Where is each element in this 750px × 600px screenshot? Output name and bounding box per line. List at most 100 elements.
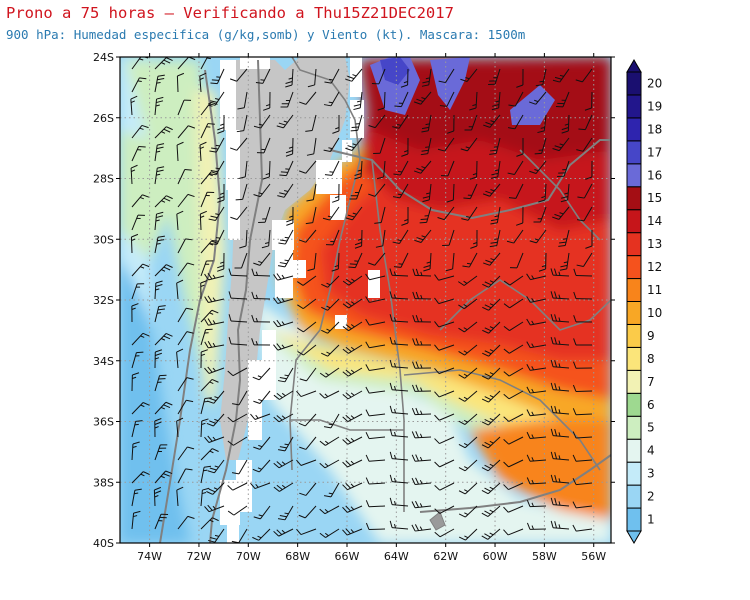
wind-barb: [354, 160, 363, 180]
wind-barb: [509, 252, 524, 269]
wind-barb: [394, 91, 409, 108]
wind-barb: [526, 477, 547, 485]
wind-barb: [227, 413, 248, 423]
wind-barb: [434, 367, 455, 375]
wind-barb: [529, 160, 547, 174]
wind-barb: [342, 390, 363, 400]
colorbar-swatch: [626, 255, 642, 280]
wind-barb: [299, 367, 317, 382]
wind-barb: [434, 413, 455, 421]
wind-barb: [572, 408, 593, 416]
wind-barb: [177, 399, 194, 415]
wind-barb: [131, 441, 140, 461]
colorbar-swatch: [626, 415, 642, 440]
wind-barb: [389, 268, 409, 277]
colorbar-swatch: [626, 438, 642, 463]
colorbar-swatch: [626, 163, 642, 188]
colorbar-swatch: [626, 346, 642, 371]
wind-barb: [298, 505, 317, 519]
wind-barb: [176, 141, 184, 162]
wind-barb: [154, 470, 173, 484]
wind-barb: [345, 68, 363, 82]
wind-barb: [537, 114, 547, 134]
wind-barb: [342, 482, 363, 491]
wind-barb: [434, 482, 455, 491]
wind-barb: [131, 124, 149, 139]
wind-barb: [277, 252, 294, 268]
wind-barb: [200, 240, 219, 254]
wind-barb: [200, 280, 208, 300]
wind-barb: [365, 522, 386, 531]
wind-barb: [561, 114, 570, 134]
wind-barb: [458, 344, 478, 356]
wind-barb: [319, 436, 340, 446]
wind-barb: [277, 367, 294, 383]
wind-barb: [200, 378, 219, 392]
wind-barb: [555, 91, 570, 108]
wind-barb: [463, 183, 478, 200]
wind-barb: [273, 390, 294, 400]
wind-barb: [550, 474, 570, 484]
wind-barb: [526, 296, 547, 303]
wind-barb: [550, 428, 570, 438]
wind-barb: [490, 206, 501, 225]
colorbar-label: 5: [647, 421, 655, 435]
wind-barb: [206, 482, 225, 495]
wind-barb: [263, 91, 271, 111]
wind-barb: [533, 206, 547, 223]
wind-barb: [526, 409, 547, 417]
wind-barb: [199, 210, 207, 231]
wind-barb: [365, 454, 386, 462]
wind-barb: [458, 528, 478, 541]
wind-barb: [176, 279, 184, 300]
wind-barb: [332, 114, 340, 134]
wind-barb: [550, 314, 570, 323]
wind-barb: [252, 459, 271, 473]
wind-barb: [481, 528, 501, 540]
wind-barb: [552, 68, 570, 83]
wind-barb: [550, 291, 570, 300]
wind-barb: [277, 505, 294, 521]
wind-barb: [503, 390, 524, 400]
wind-barb: [503, 528, 524, 536]
lon-tick-label: 68W: [285, 550, 310, 563]
wind-barb: [572, 478, 593, 486]
wind-barb: [506, 229, 524, 244]
wind-barb: [251, 291, 271, 300]
wind-barb: [550, 451, 570, 461]
wind-barb: [176, 348, 184, 369]
wind-barb: [503, 275, 524, 286]
wind-barb: [421, 114, 432, 133]
wind-barb: [393, 252, 409, 268]
colorbar-swatch: [626, 301, 642, 325]
wind-barb: [342, 413, 363, 423]
wind-barb: [251, 268, 271, 277]
wind-barb: [400, 68, 409, 88]
wind-barb: [130, 233, 139, 254]
wind-barb: [442, 229, 455, 247]
wind-barb: [529, 229, 547, 244]
wind-barb: [256, 137, 271, 154]
political-borders: [159, 57, 611, 543]
wind-barb: [411, 454, 432, 462]
wind-barb: [154, 96, 164, 116]
wind-barb: [319, 367, 340, 378]
colorbar-label: 2: [647, 490, 655, 504]
wind-barb: [131, 510, 141, 530]
lat-tick-label: 40S: [93, 537, 114, 550]
lat-tick-label: 36S: [93, 416, 114, 429]
wind-barb: [286, 206, 294, 226]
colorbar-low-arrow: [626, 530, 642, 544]
wind-barb: [434, 528, 455, 538]
colorbar-label: 16: [647, 168, 662, 182]
wind-barb: [319, 528, 340, 538]
wind-barb: [376, 160, 386, 180]
wind-barb: [232, 390, 248, 406]
wind-barb: [516, 137, 524, 157]
wind-barb: [342, 528, 363, 536]
wind-barb: [412, 268, 432, 277]
wind-barb: [374, 206, 386, 224]
wind-barb: [176, 72, 185, 93]
wind-barb: [321, 275, 340, 288]
wind-barb: [412, 338, 432, 346]
